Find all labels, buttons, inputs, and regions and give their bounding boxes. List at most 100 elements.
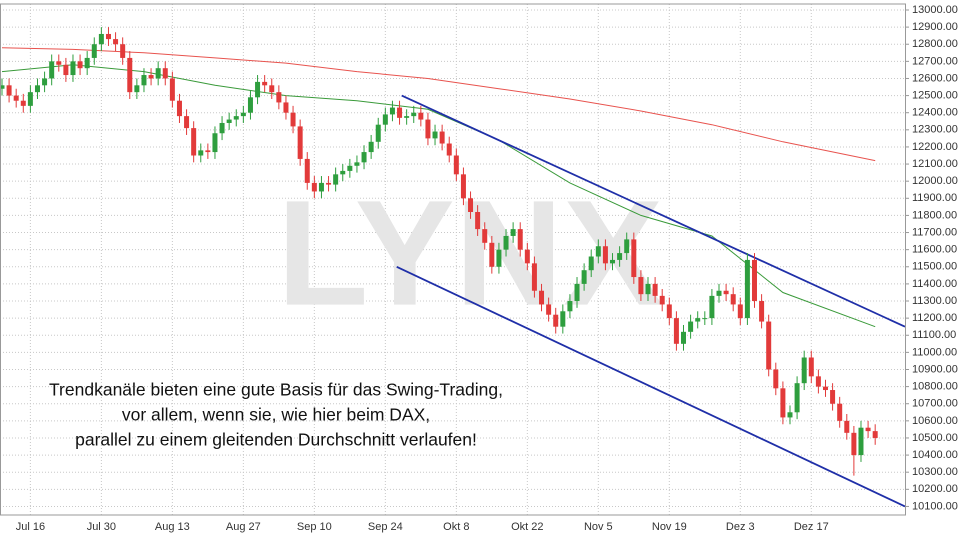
annotation: vor allem, wenn sie, wie hier beim DAX, (122, 405, 430, 425)
candle-body (503, 235, 509, 250)
x-tick-label: Dez 3 (726, 521, 755, 533)
candle-body (482, 229, 488, 243)
candle-body (751, 259, 757, 302)
x-tick-label: Jul 16 (16, 521, 45, 533)
candle-body (212, 133, 218, 153)
candle-body (830, 390, 836, 404)
y-tick-label: 12300.00 (912, 124, 958, 136)
y-tick-label: 12100.00 (912, 158, 958, 170)
candle-body (468, 198, 474, 212)
candle-body (524, 249, 530, 264)
y-tick-label: 10200.00 (912, 483, 958, 495)
candle-body (702, 318, 708, 320)
candle-body (326, 182, 332, 185)
candle-body (666, 304, 672, 319)
candle-body (240, 112, 246, 117)
y-tick-label: 10100.00 (912, 500, 958, 512)
y-tick-label: 12400.00 (912, 107, 958, 119)
candle-body (297, 126, 303, 159)
candle-body (837, 403, 843, 421)
y-tick-label: 11100.00 (912, 329, 956, 341)
candle-body (624, 239, 630, 254)
candle-body (184, 116, 190, 129)
candle-body (815, 376, 821, 387)
plot (0, 27, 906, 508)
candle-body (723, 290, 729, 295)
x-tick-label: Nov 5 (584, 521, 613, 533)
candle-body (56, 61, 62, 65)
candle-body (397, 107, 403, 118)
candle-body (681, 331, 687, 344)
candle-body (808, 357, 814, 377)
candle-body (169, 78, 175, 101)
candle-body (255, 81, 261, 98)
plot-frame (0, 3, 906, 516)
candle-body (6, 85, 12, 96)
candle-body (91, 44, 97, 58)
candle-body (602, 246, 608, 264)
candle-body (418, 112, 424, 120)
y-tick-label: 11600.00 (912, 244, 957, 256)
candle-body (262, 81, 268, 86)
x-tick-label: Sep 10 (297, 521, 332, 533)
candle-body (141, 75, 147, 86)
candle-body (588, 256, 594, 271)
candle-body (13, 95, 19, 101)
candle-body (510, 229, 516, 236)
candle-body (560, 311, 566, 327)
candle-body (425, 119, 431, 139)
y-tick-label: 12500.00 (912, 89, 958, 101)
candle-body (290, 112, 296, 127)
candle-body (27, 92, 33, 106)
candle-body (673, 318, 679, 344)
candle-body (446, 143, 452, 156)
candle-body (198, 150, 204, 156)
candle-body (318, 182, 324, 192)
candle-body (347, 165, 353, 171)
candle-body (794, 383, 800, 413)
candle-body (226, 119, 232, 123)
candle-body (354, 162, 360, 166)
candle-body (113, 39, 119, 45)
y-tick-label: 11300.00 (912, 295, 957, 307)
candle-body (361, 152, 367, 163)
y-tick-label: 10400.00 (912, 449, 958, 461)
candle-body (858, 427, 864, 456)
candle-body (247, 97, 253, 113)
candle-body (191, 128, 197, 156)
y-tick-label: 11500.00 (912, 261, 957, 273)
candle-body (744, 259, 750, 319)
y-tick-label: 11800.00 (912, 209, 957, 221)
candle-body (460, 174, 466, 199)
candle-body (496, 249, 502, 267)
candle-body (610, 259, 616, 264)
candle-body (617, 253, 623, 260)
y-tick-label: 10500.00 (912, 432, 958, 444)
candle-body (659, 295, 665, 305)
candle-body (773, 369, 779, 389)
candle-body (311, 182, 317, 192)
candle-body (432, 131, 438, 139)
x-tick-label: Sep 24 (368, 521, 403, 533)
candle-body (645, 283, 651, 295)
y-tick-label: 11400.00 (912, 278, 957, 290)
candle-body (155, 68, 161, 79)
y-tick-label: 12700.00 (912, 55, 958, 67)
y-tick-label: 11200.00 (912, 312, 957, 324)
candle-body (34, 85, 40, 93)
y-tick-label: 10700.00 (912, 398, 958, 410)
candle-body (276, 92, 282, 103)
candle-body (780, 388, 786, 418)
candle-body (531, 263, 537, 291)
candle-body (787, 412, 793, 418)
y-tick-label: 11700.00 (912, 226, 957, 238)
candle-body (737, 304, 743, 319)
candle-body (439, 131, 445, 144)
candle-body (567, 301, 573, 312)
candle-body (730, 294, 736, 305)
candle-body (134, 85, 140, 93)
candle-body (269, 85, 275, 93)
y-tick-label: 13000.00 (912, 4, 958, 16)
x-tick-label: Dez 17 (794, 521, 829, 533)
